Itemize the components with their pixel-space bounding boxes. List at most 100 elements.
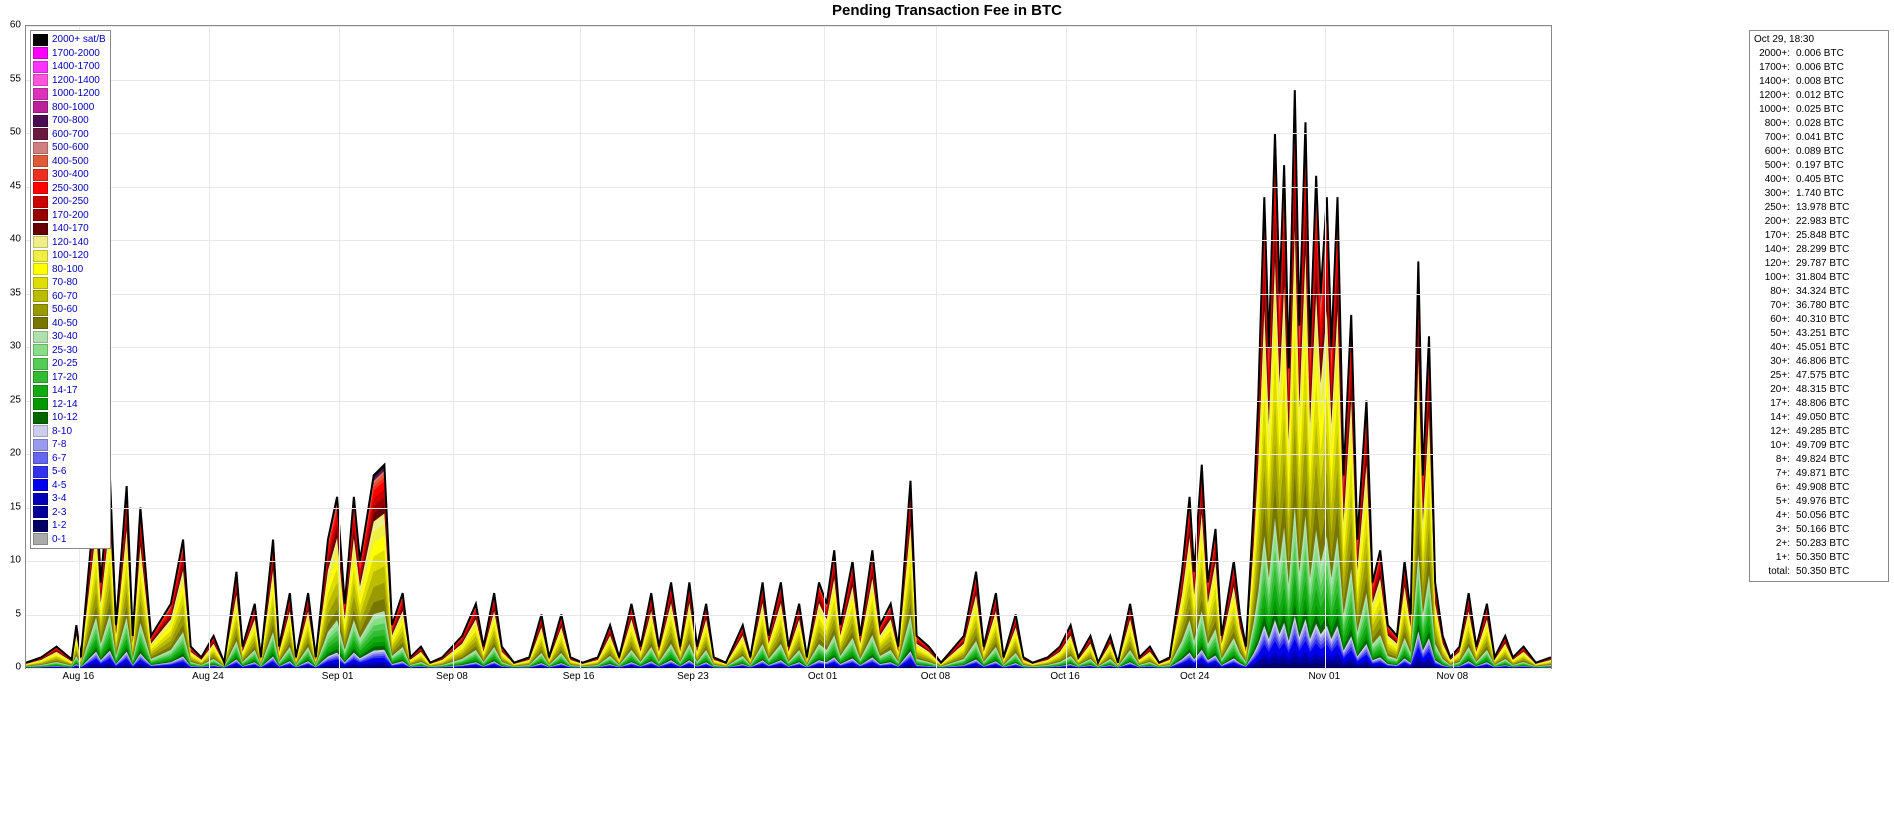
legend-item[interactable]: 60-70 bbox=[33, 290, 106, 304]
tooltip-row: 70+:36.780 BTC bbox=[1754, 299, 1884, 313]
legend-swatch bbox=[33, 101, 48, 113]
legend-swatch bbox=[33, 182, 48, 194]
legend-item[interactable]: 800-1000 bbox=[33, 101, 106, 115]
tooltip-row: 40+:45.051 BTC bbox=[1754, 341, 1884, 355]
tooltip-key: 70+: bbox=[1754, 299, 1796, 313]
legend-item[interactable]: 2000+ sat/B bbox=[33, 33, 106, 47]
legend-item[interactable]: 8-10 bbox=[33, 425, 106, 439]
tooltip-value: 34.324 BTC bbox=[1796, 285, 1884, 299]
legend-swatch bbox=[33, 331, 48, 343]
legend-item[interactable]: 250-300 bbox=[33, 182, 106, 196]
legend-swatch bbox=[33, 115, 48, 127]
legend-label: 70-80 bbox=[52, 276, 78, 290]
legend-swatch bbox=[33, 128, 48, 140]
legend-item[interactable]: 14-17 bbox=[33, 384, 106, 398]
legend-label: 700-800 bbox=[52, 114, 89, 128]
x-tick-label: Oct 16 bbox=[1050, 671, 1079, 682]
y-tick-label: 50 bbox=[10, 127, 21, 138]
legend-swatch bbox=[33, 88, 48, 100]
tooltip-value: 0.012 BTC bbox=[1796, 89, 1884, 103]
legend-label: 80-100 bbox=[52, 263, 83, 277]
tooltip-value: 50.056 BTC bbox=[1796, 509, 1884, 523]
legend-item[interactable]: 80-100 bbox=[33, 263, 106, 277]
tooltip-key: 300+: bbox=[1754, 187, 1796, 201]
tooltip-value: 45.051 BTC bbox=[1796, 341, 1884, 355]
tooltip-value: 49.871 BTC bbox=[1796, 467, 1884, 481]
legend-item[interactable]: 500-600 bbox=[33, 141, 106, 155]
legend-item[interactable]: 20-25 bbox=[33, 357, 106, 371]
legend-item[interactable]: 7-8 bbox=[33, 438, 106, 452]
legend-item[interactable]: 1400-1700 bbox=[33, 60, 106, 74]
legend-item[interactable]: 3-4 bbox=[33, 492, 106, 506]
legend-swatch bbox=[33, 74, 48, 86]
legend-swatch bbox=[33, 412, 48, 424]
legend-swatch bbox=[33, 385, 48, 397]
legend-item[interactable]: 1-2 bbox=[33, 519, 106, 533]
tooltip-body: 2000+:0.006 BTC1700+:0.006 BTC1400+:0.00… bbox=[1754, 47, 1884, 579]
grid-line-h bbox=[26, 347, 1551, 348]
legend-item[interactable]: 30-40 bbox=[33, 330, 106, 344]
legend-item[interactable]: 100-120 bbox=[33, 249, 106, 263]
legend-item[interactable]: 12-14 bbox=[33, 398, 106, 412]
tooltip-value: 48.806 BTC bbox=[1796, 397, 1884, 411]
legend-item[interactable]: 4-5 bbox=[33, 479, 106, 493]
tooltip-row: 140+:28.299 BTC bbox=[1754, 243, 1884, 257]
legend-item[interactable]: 300-400 bbox=[33, 168, 106, 182]
x-tick-label: Sep 16 bbox=[563, 671, 595, 682]
legend-item[interactable]: 140-170 bbox=[33, 222, 106, 236]
legend-swatch bbox=[33, 371, 48, 383]
legend-item[interactable]: 200-250 bbox=[33, 195, 106, 209]
legend-item[interactable]: 70-80 bbox=[33, 276, 106, 290]
y-tick-label: 60 bbox=[10, 20, 21, 31]
legend-label: 140-170 bbox=[52, 222, 89, 236]
legend-item[interactable]: 2-3 bbox=[33, 506, 106, 520]
legend-item[interactable]: 1700-2000 bbox=[33, 47, 106, 61]
grid-line-v bbox=[1196, 26, 1197, 668]
tooltip-key: total: bbox=[1754, 565, 1796, 579]
legend-item[interactable]: 170-200 bbox=[33, 209, 106, 223]
legend-item[interactable]: 1200-1400 bbox=[33, 74, 106, 88]
y-tick-label: 30 bbox=[10, 341, 21, 352]
legend-item[interactable]: 17-20 bbox=[33, 371, 106, 385]
tooltip-key: 1700+: bbox=[1754, 61, 1796, 75]
tooltip-key: 600+: bbox=[1754, 145, 1796, 159]
legend-label: 8-10 bbox=[52, 425, 72, 439]
grid-line-h bbox=[26, 401, 1551, 402]
legend-swatch bbox=[33, 236, 48, 248]
tooltip-key: 1000+: bbox=[1754, 103, 1796, 117]
tooltip-row: 1700+:0.006 BTC bbox=[1754, 61, 1884, 75]
legend-swatch bbox=[33, 209, 48, 221]
grid-line-h bbox=[26, 508, 1551, 509]
legend-label: 250-300 bbox=[52, 182, 89, 196]
legend-swatch bbox=[33, 263, 48, 275]
grid-line-v bbox=[936, 26, 937, 668]
y-tick-label: 55 bbox=[10, 73, 21, 84]
legend-label: 20-25 bbox=[52, 357, 78, 371]
legend-item[interactable]: 0-1 bbox=[33, 533, 106, 547]
legend-label: 3-4 bbox=[52, 492, 66, 506]
legend-swatch bbox=[33, 277, 48, 289]
plot-area[interactable] bbox=[25, 25, 1552, 669]
tooltip-key: 1200+: bbox=[1754, 89, 1796, 103]
tooltip-row: 10+:49.709 BTC bbox=[1754, 439, 1884, 453]
y-tick-label: 0 bbox=[15, 662, 21, 673]
legend-item[interactable]: 1000-1200 bbox=[33, 87, 106, 101]
legend-item[interactable]: 400-500 bbox=[33, 155, 106, 169]
tooltip-key: 200+: bbox=[1754, 215, 1796, 229]
legend-box: 2000+ sat/B1700-20001400-17001200-140010… bbox=[30, 30, 111, 549]
tooltip-value: 46.806 BTC bbox=[1796, 355, 1884, 369]
grid-line-h bbox=[26, 294, 1551, 295]
legend-item[interactable]: 6-7 bbox=[33, 452, 106, 466]
x-tick-label: Sep 23 bbox=[677, 671, 709, 682]
legend-item[interactable]: 50-60 bbox=[33, 303, 106, 317]
x-tick-label: Oct 24 bbox=[1180, 671, 1209, 682]
legend-item[interactable]: 10-12 bbox=[33, 411, 106, 425]
legend-item[interactable]: 40-50 bbox=[33, 317, 106, 331]
tooltip-key: 140+: bbox=[1754, 243, 1796, 257]
legend-item[interactable]: 600-700 bbox=[33, 128, 106, 142]
legend-item[interactable]: 120-140 bbox=[33, 236, 106, 250]
legend-item[interactable]: 700-800 bbox=[33, 114, 106, 128]
legend-item[interactable]: 25-30 bbox=[33, 344, 106, 358]
tooltip-value: 43.251 BTC bbox=[1796, 327, 1884, 341]
legend-item[interactable]: 5-6 bbox=[33, 465, 106, 479]
